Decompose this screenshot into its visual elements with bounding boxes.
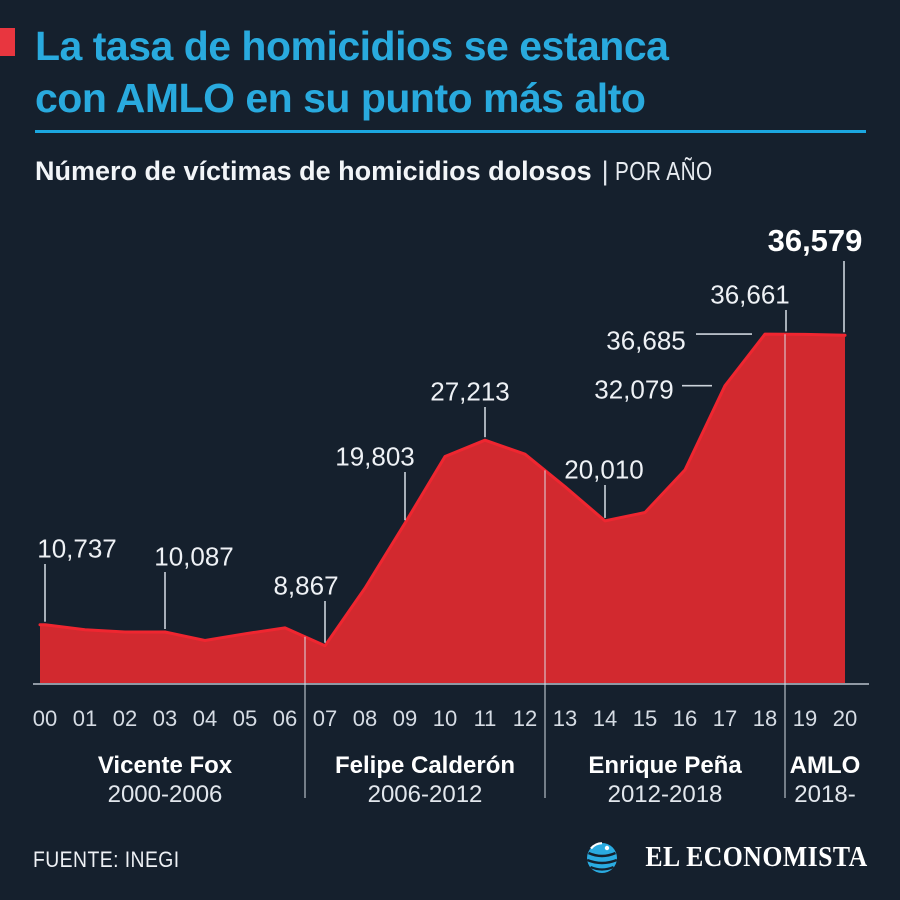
x-tick-09: 09 [392, 706, 418, 731]
x-tick-01: 01 [72, 706, 98, 731]
homicides-area [40, 334, 845, 683]
x-tick-05: 05 [232, 706, 258, 731]
president-name: Vicente Fox [97, 752, 233, 779]
title-line-1: La tasa de homicidios se estanca [35, 23, 669, 69]
x-tick-17: 17 [712, 706, 738, 731]
x-tick-18: 18 [752, 706, 778, 731]
subtitle-unit: POR AÑO [614, 156, 713, 186]
title-underline [35, 130, 866, 133]
x-tick-12: 12 [512, 706, 538, 731]
data-label-2014: 20,010 [564, 454, 644, 485]
brand-lockup: EL ECONOMISTA [586, 842, 868, 874]
chart-subtitle: Número de víctimas de homicidios dolosos… [35, 156, 737, 187]
data-label-2019: 36,661 [710, 279, 790, 310]
subtitle-bold: Número de víctimas de homicidios dolosos [35, 156, 592, 186]
president-name: Felipe Calderón [334, 752, 516, 779]
data-label-2020: 36,579 [767, 223, 863, 258]
data-label-2009: 19,803 [335, 441, 415, 472]
brand-name: EL ECONOMISTA [645, 842, 868, 873]
x-tick-16: 16 [672, 706, 698, 731]
data-label-2017: 32,079 [594, 374, 674, 405]
x-tick-14: 14 [592, 706, 618, 731]
x-tick-11: 11 [473, 706, 497, 731]
title-line-2: con AMLO en su punto más alto [35, 75, 646, 121]
subtitle-separator: | [601, 156, 609, 186]
president-term: 2012-2018 [607, 781, 723, 808]
president-name: AMLO [789, 752, 861, 779]
data-label-2003: 10,087 [154, 541, 234, 572]
homicides-line [38, 332, 847, 648]
x-tick-02: 02 [112, 706, 138, 731]
x-tick-19: 19 [792, 706, 818, 731]
x-tick-03: 03 [152, 706, 178, 731]
x-tick-15: 15 [632, 706, 658, 731]
president-term: 2006-2012 [367, 781, 483, 808]
president-name: Enrique Peña [588, 752, 742, 779]
x-tick-00: 00 [32, 706, 58, 731]
source-note: FUENTE: INEGI [33, 847, 180, 872]
x-tick-10: 10 [432, 706, 458, 731]
x-tick-08: 08 [352, 706, 378, 731]
data-label-2011: 27,213 [430, 376, 510, 407]
x-tick-06: 06 [272, 706, 298, 731]
president-term: 2018- [794, 781, 856, 808]
x-tick-20: 20 [832, 706, 858, 731]
data-label-2000: 10,737 [37, 533, 117, 564]
data-label-2018: 36,685 [606, 325, 686, 356]
president-term: 2000-2006 [107, 781, 223, 808]
data-label-2007: 8,867 [273, 570, 339, 601]
x-tick-04: 04 [192, 706, 218, 731]
x-tick-13: 13 [552, 706, 578, 731]
x-tick-07: 07 [312, 706, 338, 731]
el-economista-globe-icon [587, 842, 618, 873]
page-title: La tasa de homicidios se estanca con AML… [35, 20, 875, 124]
red-accent-square [0, 28, 15, 56]
